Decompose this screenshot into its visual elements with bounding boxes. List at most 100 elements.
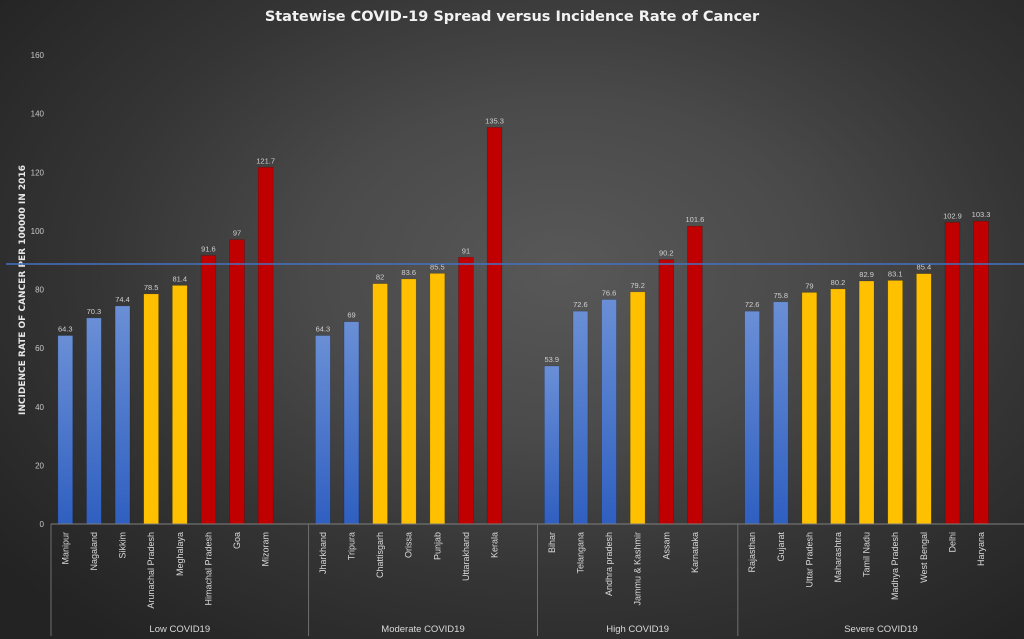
y-tick-label: 60 [35,344,44,353]
data-label: 70.3 [87,307,102,316]
chart-title: Statewise COVID-19 Spread versus Inciden… [265,9,760,25]
bar [544,365,560,525]
data-label: 97 [233,229,241,238]
data-label: 74.4 [115,295,130,304]
bar [773,301,789,525]
bars [57,127,989,525]
category-label: Jharkhand [318,532,328,574]
category-label: Goa [232,532,242,549]
data-label: 85.5 [430,262,445,271]
group-label: Moderate COVID19 [381,624,464,635]
bar [858,280,875,525]
y-tick-label: 120 [31,168,45,177]
data-label: 82.9 [859,270,874,279]
category-label: Haryana [976,532,986,566]
data-label: 101.6 [686,215,705,224]
data-label: 82 [376,273,384,282]
bar [973,220,989,525]
data-label: 90.2 [659,249,674,258]
bar [400,278,417,525]
bar [887,280,903,525]
category-label: Tripura [346,532,356,560]
data-label: 80.2 [831,278,846,287]
data-label: 69 [347,311,355,320]
bar [257,166,274,525]
category-label: Madhya Pradesh [890,532,900,600]
data-label: 102.9 [943,211,962,220]
bar [629,291,646,525]
category-label: Andhra pradesh [604,532,614,596]
data-label: 79 [805,281,813,290]
group-label: Low COVID19 [149,624,210,635]
category-label: Bihar [547,532,557,553]
bar [229,239,245,525]
data-label: 83.1 [888,269,903,278]
bar [114,305,131,525]
category-label: Manipur [60,532,70,565]
y-tick-label: 100 [31,227,45,236]
category-label: Gujarat [776,532,786,562]
y-tick-label: 20 [35,461,44,470]
bar [916,273,932,525]
data-labels: 64.3 70.3 74.4 78.5 81.4 91.6 97 121.7 64.3 69 82 8… [58,116,990,364]
data-label: 103.3 [972,210,991,219]
data-label: 135.3 [485,116,504,125]
bar [458,256,474,525]
bar [57,335,74,525]
category-label: Orissa [404,532,414,558]
category-label: Rajasthan [747,532,757,573]
bar [658,259,675,525]
bar [372,283,388,525]
category-label: Kerala [490,532,500,558]
bar [830,288,846,525]
data-label: 78.5 [144,283,159,292]
data-label: 72.6 [573,300,588,309]
data-label: 64.3 [58,325,73,334]
category-label: Tamil Nadu [862,532,872,577]
category-label: Jammu & Kashmir [633,532,643,606]
category-label: Assam [661,532,671,560]
data-label: 83.6 [401,268,416,277]
bar [944,222,961,525]
category-label: Uttarakhand [461,532,471,581]
data-label: 85.4 [917,263,932,272]
y-tick-label: 80 [35,286,44,295]
data-label: 81.4 [172,274,187,283]
category-label: Mizoram [261,532,271,567]
bar [687,225,703,525]
data-label: 75.8 [773,291,788,300]
bar [172,285,188,525]
bar [200,255,217,525]
bar [343,321,360,525]
category-label: Himachal Pradesh [203,532,213,606]
bar [572,310,589,525]
y-tick-label: 140 [31,110,45,119]
bar [601,299,617,525]
category-label: Punjab [432,532,442,560]
bar [744,310,760,525]
category-label: Chattisgarh [375,532,385,578]
data-label: 53.9 [545,355,560,364]
y-tick-label: 0 [40,520,45,529]
category-label: Meghalaya [175,532,185,576]
x-axis: Manipur Nagaland Sikkim Arunachal Pradesh Me… [50,523,1024,636]
bar [86,317,102,525]
category-label: Arunachal Pradesh [146,532,156,609]
category-label: Delhi [947,532,957,553]
category-label: West Bengal [919,532,929,583]
category-label: Sikkim [118,532,128,559]
category-label: Telangana [575,532,585,574]
bar [143,293,159,525]
data-label: 64.3 [316,325,331,334]
group-label: Severe COVID19 [844,624,917,635]
y-axis-ticks: 0 20 40 60 80 100 120 140 160 [31,51,45,529]
data-label: 79.2 [630,281,645,290]
y-axis-label: INCIDENCE RATE OF CANCER PER 100000 IN 2… [18,165,28,415]
bar [429,273,446,525]
data-label: 121.7 [256,156,275,165]
category-label: Uttar Pradesh [804,532,814,588]
y-tick-label: 40 [35,403,44,412]
data-label: 76.6 [602,288,617,297]
category-label: Nagaland [89,532,99,571]
